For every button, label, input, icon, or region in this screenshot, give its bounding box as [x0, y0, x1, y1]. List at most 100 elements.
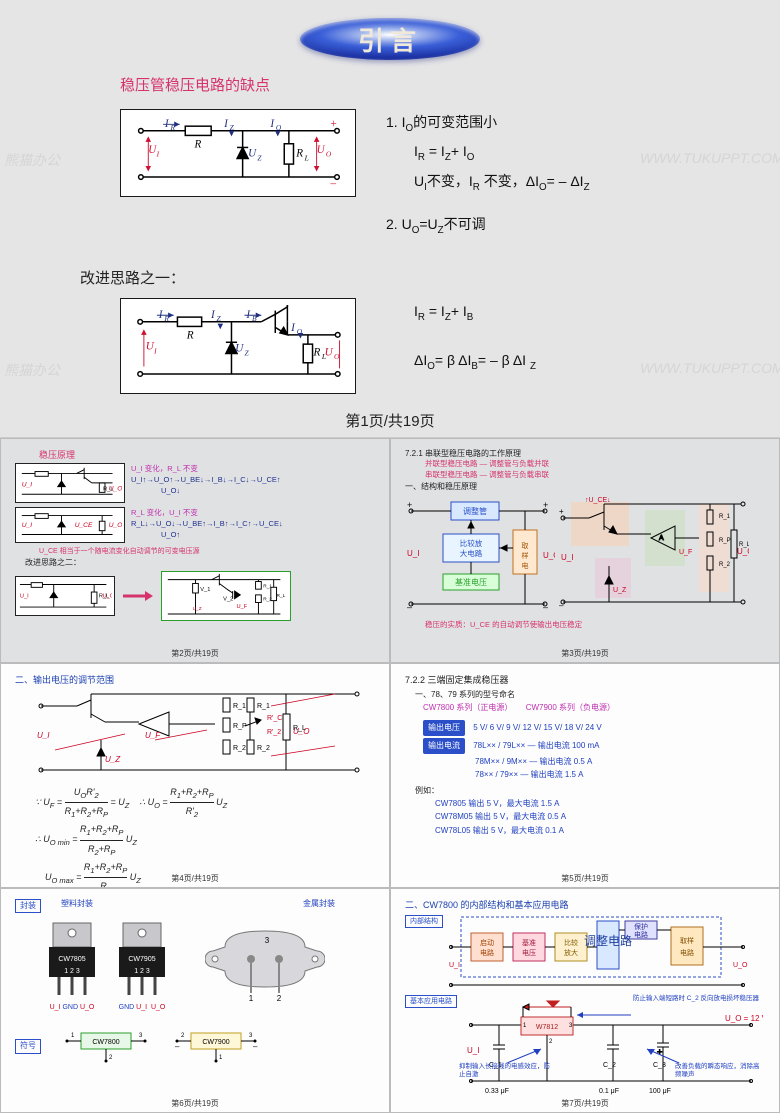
svg-text:启动: 启动 [480, 938, 494, 947]
svg-text:0.1 μF: 0.1 μF [599, 1088, 619, 1095]
svg-text:电路: 电路 [680, 948, 694, 957]
row-circuit2: UI IR R IZ UZ IB IO RL UO [0, 298, 780, 404]
svg-text:调整电路: 调整电路 [584, 933, 632, 948]
pkg-label: 封装 [15, 899, 41, 914]
svg-text:U_F: U_F [145, 731, 161, 740]
svg-text:R_1: R_1 [719, 514, 731, 520]
svg-text:R: R [295, 148, 303, 160]
th2-eqs: U_I 变化，R_L 不变 U_I↑→U_O↑→U_BE↓→I_B↓→I_C↓→… [131, 463, 281, 497]
svg-text:R'_2: R'_2 [267, 729, 281, 736]
svg-text:U_I: U_I [561, 553, 573, 562]
svg-text:U_I: U_I [20, 594, 29, 600]
row-circuit1: UI IR R IZ UZ IO RL UO [0, 109, 780, 251]
mini-circuit: U_IU_CEU_O [15, 507, 125, 543]
svg-text:U_I: U_I [467, 1046, 479, 1055]
th2-sub: 改进思路之二： [25, 558, 375, 569]
app-circuit-label: 基本应用电路 [405, 995, 457, 1008]
svg-text:1: 1 [71, 1033, 75, 1039]
inner-struct-label: 内部结构 [405, 915, 443, 928]
svg-text:放大: 放大 [564, 948, 578, 957]
svg-text:电: 电 [522, 561, 529, 570]
svg-text:L: L [304, 153, 309, 162]
to220-chip-1: CW78051 2 3 U_I GND U_O [45, 921, 99, 1012]
output-voltage-tag: 输出电压 [423, 720, 465, 736]
svg-text:V_2: V_2 [223, 597, 233, 603]
th2-eqs2: R_L 变化，U_I 不变 R_L↓→U_O↓→U_BE↑→I_B↑→I_C↑→… [131, 507, 283, 541]
svg-text:R_2: R_2 [257, 745, 270, 752]
page-number: 第6页/共19页 [1, 1099, 389, 1110]
svg-text:CW7800: CW7800 [92, 1039, 119, 1046]
svg-text:U_Z: U_Z [105, 755, 121, 764]
symbol-label: 符号 [15, 1039, 41, 1054]
svg-text:R_L: R_L [277, 593, 286, 599]
svg-text:3: 3 [265, 936, 270, 945]
improve-heading: 改进思路之一： [80, 267, 780, 288]
svg-text:U_I: U_I [22, 522, 32, 529]
eq-line: UI不变，IR 不变，ΔIO= – ΔIZ [414, 168, 740, 197]
svg-text:Z: Z [245, 348, 250, 357]
slide-deck-page: 熊猫办公 WWW.TUKUPPT.COM 熊猫办公 WWW.TUKUPPT.CO… [0, 0, 780, 1113]
svg-text:1 2 3: 1 2 3 [64, 968, 80, 975]
svg-text:R_L: R_L [739, 542, 749, 548]
svg-text:U: U [235, 342, 244, 354]
page-number: 第4页/共19页 [1, 874, 389, 885]
svg-text:+: + [543, 500, 548, 510]
circuit-right: A ↑U_CE↓ U_I U_O U_F R_1R_PR_2 [559, 496, 749, 616]
equations-block-2: IR = IZ+ IB ΔIO= β ΔIB= – β ΔI Z [386, 298, 740, 377]
thumbnail-grid: 稳压原理 U_I U_O R_L U_I 变化，R_L 不变 U_I↑→U_O↑→U… [0, 438, 780, 1113]
svg-text:2: 2 [277, 994, 282, 1003]
svg-text:U_O: U_O [103, 594, 112, 600]
svg-text:100 μF: 100 μF [649, 1088, 671, 1095]
svg-text:+: + [559, 507, 564, 516]
slide-subtitle: 稳压管稳压电路的缺点 [120, 74, 780, 95]
title-pill: 引言 [300, 18, 480, 60]
svg-text:R_2: R_2 [263, 597, 272, 603]
svg-text:2: 2 [549, 1039, 553, 1045]
svg-text:I: I [269, 118, 275, 130]
svg-text:R: R [194, 138, 202, 150]
svg-text:I: I [223, 118, 229, 130]
svg-text:1: 1 [249, 994, 254, 1003]
page-number: 第5页/共19页 [391, 874, 779, 885]
mini-circuit: U_IR_LU_O [15, 576, 115, 616]
svg-text:Z: Z [257, 153, 262, 162]
svg-text:取: 取 [522, 542, 529, 550]
svg-text:I: I [153, 346, 157, 355]
svg-text:比较: 比较 [564, 938, 578, 947]
circuit-diagram-1: UI IR R IZ UZ IO RL UO [120, 109, 356, 197]
eq-line: IR = IZ+ IB [414, 298, 740, 327]
th2-title: 稳压原理 [39, 449, 375, 461]
svg-text:U: U [325, 346, 334, 358]
eq-line: 1. IO的可变范围小 [386, 109, 740, 138]
svg-text:U_O = 12 V: U_O = 12 V [725, 1014, 763, 1023]
svg-text:–: – [407, 602, 412, 612]
circuit-range: U_IU_FU_O U_Z R_1R_PR_2 R_1R_2R_L R'_CR'… [35, 690, 365, 780]
svg-text:I: I [210, 309, 216, 321]
svg-text:电压: 电压 [522, 948, 536, 957]
svg-text:+: + [331, 118, 337, 130]
svg-text:电路: 电路 [480, 948, 494, 957]
svg-text:U_CE: U_CE [75, 522, 93, 529]
svg-text:–: – [543, 602, 548, 612]
app-circuit: + W7812 U_I U_O = 12 V C_1C_2C_3 0.33 μF… [463, 995, 763, 1099]
svg-text:–: – [253, 1042, 258, 1051]
page-number: 第1页/共19页 [0, 410, 780, 431]
svg-text:–: – [559, 601, 564, 610]
svg-text:W7812: W7812 [536, 1024, 558, 1031]
note3: 改善负载的瞬态响应，消除高频噪声 [675, 1063, 763, 1079]
output-current-tag: 输出电流 [423, 738, 465, 754]
circuit-diagram-2: UI IR R IZ UZ IB IO RL UO [120, 298, 356, 394]
svg-text:–: – [175, 1042, 180, 1051]
page-number: 第3页/共19页 [391, 649, 779, 660]
svg-text:A: A [659, 535, 664, 542]
svg-text:R_2: R_2 [719, 562, 731, 568]
svg-text:U_I: U_I [407, 549, 419, 558]
svg-text:R_2: R_2 [233, 745, 246, 752]
svg-text:0.33 μF: 0.33 μF [485, 1088, 509, 1095]
slide-title: 引言 [358, 21, 422, 58]
svg-text:R'_C: R'_C [267, 715, 282, 722]
thumb-page-2: 稳压原理 U_I U_O R_L U_I 变化，R_L 不变 U_I↑→U_O↑→U… [0, 438, 390, 663]
svg-text:U_Z: U_Z [193, 606, 202, 612]
svg-text:样: 样 [522, 551, 529, 560]
range-equations: ∵ UF = UOR'2R1+R2+RP = UZ ∴ UO = R1+R2+R… [35, 784, 375, 888]
